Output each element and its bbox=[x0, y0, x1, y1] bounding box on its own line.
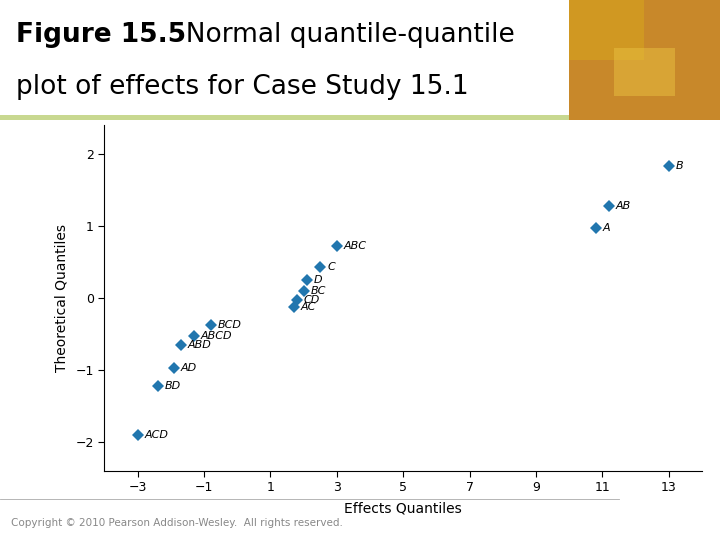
Text: ABCD: ABCD bbox=[201, 330, 233, 341]
Text: Normal quantile-quantile: Normal quantile-quantile bbox=[169, 22, 515, 48]
Text: ABD: ABD bbox=[188, 340, 212, 350]
Text: plot of effects for Case Study 15.1: plot of effects for Case Study 15.1 bbox=[16, 75, 469, 100]
Text: A: A bbox=[603, 223, 611, 233]
Text: Copyright © 2010 Pearson Addison-Wesley.  All rights reserved.: Copyright © 2010 Pearson Addison-Wesley.… bbox=[11, 518, 343, 528]
Text: ACD: ACD bbox=[145, 430, 168, 440]
Text: CD: CD bbox=[304, 294, 320, 305]
Text: ABC: ABC bbox=[343, 241, 366, 251]
Bar bbox=[614, 48, 675, 96]
Text: B: B bbox=[676, 161, 683, 171]
Text: BCD: BCD bbox=[217, 320, 242, 330]
Text: 15: 15 bbox=[656, 508, 687, 528]
Bar bbox=[0, 115, 720, 120]
Text: BC: BC bbox=[310, 286, 326, 296]
Text: Figure 15.5: Figure 15.5 bbox=[16, 22, 186, 48]
Text: D: D bbox=[314, 275, 323, 285]
Text: C: C bbox=[327, 262, 335, 272]
Bar bbox=[569, 0, 644, 60]
Text: AB: AB bbox=[616, 201, 631, 211]
Text: AD: AD bbox=[181, 363, 197, 373]
Text: AC: AC bbox=[300, 302, 316, 313]
Text: BD: BD bbox=[164, 381, 181, 391]
X-axis label: Effects Quantiles: Effects Quantiles bbox=[344, 501, 462, 515]
Y-axis label: Theoretical Quantiles: Theoretical Quantiles bbox=[55, 224, 68, 372]
